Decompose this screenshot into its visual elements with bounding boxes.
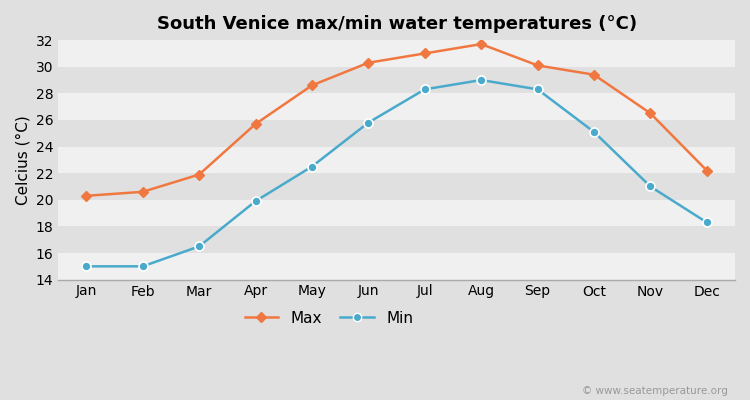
Max (702, 168, 711, 173)
Line: Min: Min (82, 76, 711, 271)
Line: Max: Max (82, 40, 710, 200)
Bar (58, 173, 735, 200)
Min (138, 264, 147, 269)
Max (533, 63, 542, 68)
Min (646, 184, 655, 189)
Min (364, 120, 373, 125)
Title: South Venice max/min water temperatures (°C): South Venice max/min water temperatures … (157, 15, 637, 33)
Min (477, 78, 486, 82)
Min (702, 220, 711, 225)
Y-axis label: Celcius (°C): Celcius (°C) (15, 115, 30, 205)
Text: © www.seatemperature.org: © www.seatemperature.org (582, 386, 728, 396)
Max (646, 111, 655, 116)
Bar (58, 40, 735, 67)
Max (82, 194, 91, 198)
Bar (58, 146, 735, 173)
Max (364, 60, 373, 65)
Max (195, 172, 204, 177)
Min (590, 130, 598, 134)
Bar (58, 120, 735, 146)
Legend: Max, Min: Max, Min (238, 305, 419, 332)
Bar (58, 226, 735, 253)
Max (308, 83, 316, 88)
Min (82, 264, 91, 269)
Max (251, 122, 260, 126)
Min (420, 87, 429, 92)
Max (420, 51, 429, 56)
Bar (58, 200, 735, 226)
Bar (58, 253, 735, 280)
Max (138, 190, 147, 194)
Bar (58, 67, 735, 93)
Max (590, 72, 598, 77)
Min (195, 244, 204, 249)
Min (533, 87, 542, 92)
Min (308, 164, 316, 169)
Max (477, 42, 486, 46)
Min (251, 199, 260, 204)
Bar (58, 93, 735, 120)
